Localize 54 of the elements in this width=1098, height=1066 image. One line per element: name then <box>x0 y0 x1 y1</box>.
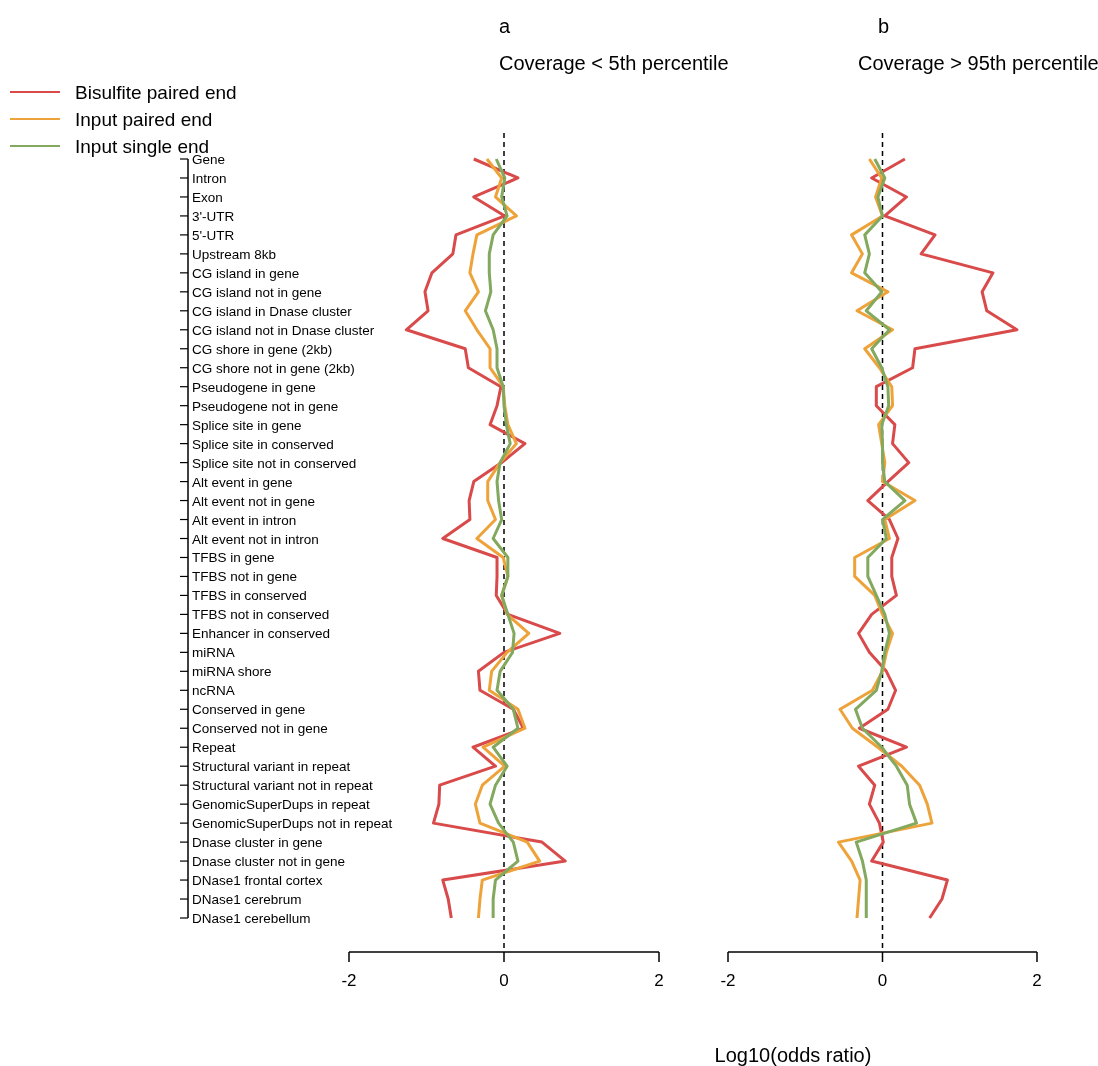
chart-subtitle: Coverage > 95th percentile <box>858 52 1098 74</box>
x-tick-label: -2 <box>341 971 357 990</box>
y-tick-label: Enhancer in conserved <box>192 626 331 642</box>
y-tick-label: TFBS in gene <box>192 550 275 566</box>
y-tick-label: TFBS not in gene <box>192 569 298 585</box>
y-tick-label: Structural variant in repeat <box>192 759 351 775</box>
chart-title: b <box>878 15 890 37</box>
y-tick-label: CG shore not in gene (2kb) <box>192 360 355 376</box>
y-tick-label: Alt event in gene <box>192 474 293 490</box>
y-tick-label: Structural variant not in repeat <box>192 778 374 794</box>
y-tick-label: CG island not in gene <box>192 284 322 300</box>
y-tick-label: CG island in Dnase cluster <box>192 303 353 319</box>
y-tick-label: ncRNA <box>192 683 235 699</box>
y-tick-label: Splice site in conserved <box>192 436 334 452</box>
y-tick-label: Gene <box>192 152 226 167</box>
y-tick-label: Exon <box>192 189 223 205</box>
y-tick-label: Alt event not in intron <box>192 531 319 547</box>
chart-title: a <box>499 15 511 37</box>
y-tick-label: 3'-UTR <box>192 208 235 224</box>
y-tick-label: 5'-UTR <box>192 227 235 243</box>
y-tick-label: DNase1 cerebellum <box>192 911 311 926</box>
y-tick-label: Splice site in gene <box>192 417 302 433</box>
y-tick-label: GenomicSuperDups not in repeat <box>192 816 393 832</box>
y-tick-label: CG island in gene <box>192 265 300 281</box>
y-tick-label: Upstream 8kb <box>192 246 277 262</box>
chart-subtitle: Coverage < 5th percentile <box>499 52 729 74</box>
y-tick-label: Pseudogene in gene <box>192 379 316 395</box>
legend-label: Bisulfite paired end <box>75 82 237 103</box>
y-tick-label: Dnase cluster in gene <box>192 835 323 851</box>
x-tick-label: 2 <box>654 971 664 990</box>
y-tick-label: Alt event not in gene <box>192 493 316 509</box>
x-axis-title: Log10(odds ratio) <box>714 1044 872 1066</box>
y-tick-label: TFBS in conserved <box>192 588 307 604</box>
x-tick-label: 2 <box>1032 971 1042 990</box>
y-tick-label: GenomicSuperDups in repeat <box>192 797 371 813</box>
y-tick-label: miRNA <box>192 645 235 661</box>
y-tick-label: Dnase cluster not in gene <box>192 854 346 870</box>
y-tick-label: Pseudogene not in gene <box>192 398 339 414</box>
y-tick-label: DNase1 cerebrum <box>192 892 302 908</box>
y-tick-label: CG shore in gene (2kb) <box>192 341 333 357</box>
y-tick-label: Splice site not in conserved <box>192 455 357 471</box>
y-tick-label: TFBS not in conserved <box>192 607 330 623</box>
y-tick-label: Conserved in gene <box>192 702 306 718</box>
y-tick-label: miRNA shore <box>192 664 272 680</box>
y-tick-label: Intron <box>192 170 227 186</box>
y-tick-label: Conserved not in gene <box>192 721 328 737</box>
y-tick-label: DNase1 frontal cortex <box>192 873 323 889</box>
x-tick-label: -2 <box>720 971 736 990</box>
y-tick-label: Alt event in intron <box>192 512 297 528</box>
y-tick-label: CG island not in Dnase cluster <box>192 322 375 338</box>
legend-label: Input paired end <box>75 109 213 130</box>
y-tick-label: Repeat <box>192 740 236 756</box>
x-tick-label: 0 <box>499 971 509 990</box>
x-tick-label: 0 <box>877 971 888 990</box>
